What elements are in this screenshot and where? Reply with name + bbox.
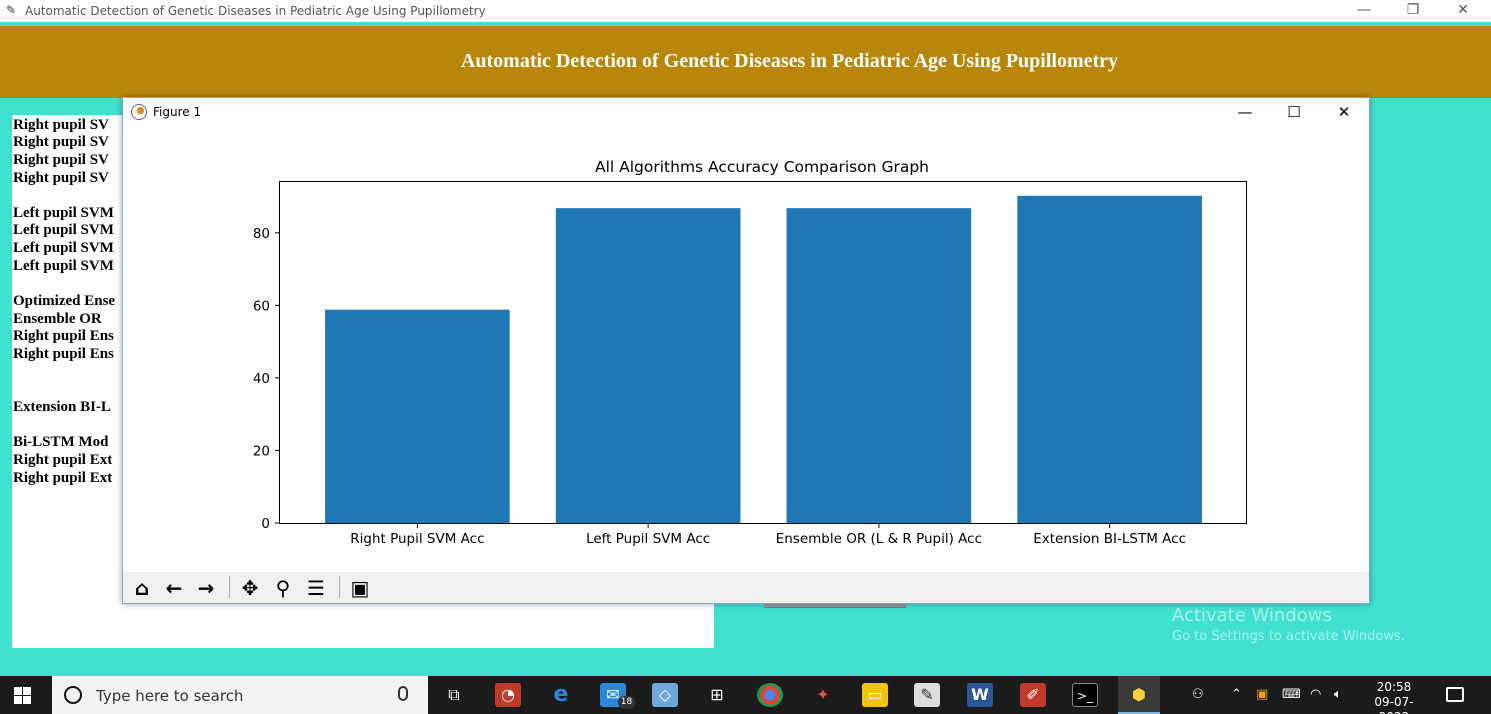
x-tick-label: Extension BI-LSTM Acc (1033, 531, 1186, 547)
figure-title: Figure 1 (153, 105, 202, 119)
search-icon (64, 686, 82, 704)
paint-icon[interactable]: ✐ (1020, 683, 1046, 707)
feather-icon: ✎ (6, 3, 17, 17)
x-tick-label: Left Pupil SVM Acc (586, 531, 710, 547)
output-line: Extension BI-L (13, 399, 111, 415)
search-placeholder: Type here to search (96, 687, 244, 705)
output-line: Optimized Ense (13, 293, 116, 309)
bar (786, 208, 972, 523)
output-line: Right pupil Ens (13, 328, 114, 344)
output-line: Ensemble OR (13, 311, 102, 327)
output-line: Left pupil SVM (13, 240, 114, 256)
microphone-icon[interactable] (398, 686, 408, 701)
tray-app-icon[interactable]: ▣ (1256, 687, 1269, 702)
app-icon[interactable]: ✦ (816, 685, 830, 704)
word-icon[interactable]: W (967, 683, 993, 707)
command-prompt-icon[interactable]: >_ (1072, 683, 1098, 707)
bar (1017, 195, 1202, 523)
figure-toolbar: ⌂ ← → ✥ ⚲ ☰ ▣ (123, 572, 1369, 603)
output-line: Right pupil Ext (13, 452, 113, 468)
chart-title: All Algorithms Accuracy Comparison Graph (595, 158, 929, 176)
close-button[interactable]: ✕ (1457, 2, 1469, 18)
file-explorer-icon[interactable]: ▭ (862, 683, 888, 707)
clock[interactable]: 20:58 09-07-2022 (1362, 680, 1426, 714)
watermark-subtitle: Go to Settings to activate Windows. (1172, 629, 1405, 644)
input-method-icon[interactable]: ⌨ (1282, 687, 1301, 702)
watermark-title: Activate Windows (1172, 605, 1332, 626)
bar (325, 309, 510, 523)
figure-close-button[interactable]: ✕ (1337, 103, 1351, 121)
y-tick-label: 60 (253, 298, 270, 314)
y-tick-label: 80 (253, 226, 270, 242)
plot-frame (279, 181, 1247, 524)
y-tick-label: 20 (253, 443, 270, 459)
notifications-icon[interactable] (1446, 687, 1464, 702)
y-tick-label: 40 (253, 371, 270, 387)
ccleaner-icon[interactable]: ◔ (495, 683, 521, 707)
edge-icon[interactable]: e (553, 682, 569, 707)
forward-icon[interactable]: → (197, 576, 215, 600)
figure-titlebar: Figure 1 — ☐ ✕ (123, 98, 1369, 126)
y-tick-label: 0 (261, 516, 270, 532)
clock-date: 09-07-2022 (1374, 695, 1414, 714)
bar (555, 208, 741, 523)
taskbar-active-python[interactable]: ⬢ (1118, 676, 1160, 714)
bar-chart: All Algorithms Accuracy Comparison Graph… (253, 158, 1247, 547)
store-icon[interactable]: ⊞ (710, 685, 724, 704)
home-icon[interactable]: ⌂ (134, 576, 150, 600)
figure-window: Figure 1 — ☐ ✕ All Algorithms Accuracy C… (122, 97, 1370, 604)
app-header: Automatic Detection of Genetic Diseases … (0, 26, 1491, 98)
output-line: Right pupil Ens (13, 346, 114, 362)
toolbar-separator (339, 576, 340, 598)
header-divider (0, 22, 1491, 26)
app-titlebar: ✎ Automatic Detection of Genetic Disease… (0, 0, 1491, 22)
toolbar-separator (229, 576, 230, 598)
output-line: Left pupil SVM (13, 205, 114, 221)
minimize-button[interactable]: — (1357, 2, 1371, 18)
output-line: Right pupil Ext (13, 470, 113, 486)
taskbar: Type here to search ⧉ ◔ e ✉ 18 ◇ ⊞ ✦ ▭ ✎… (0, 676, 1491, 714)
output-line: Right pupil SV (13, 134, 109, 150)
people-icon[interactable]: ⚇ (1192, 687, 1204, 702)
output-line: Left pupil SVM (13, 258, 114, 274)
back-icon[interactable]: ← (165, 576, 183, 600)
notes-icon[interactable]: ◇ (652, 683, 678, 707)
matplotlib-icon (131, 104, 147, 120)
clock-time: 20:58 (1376, 680, 1412, 694)
activate-windows-watermark: Activate Windows Go to Settings to activ… (1172, 605, 1405, 644)
configure-subplots-icon[interactable]: ☰ (307, 576, 325, 600)
output-line: Right pupil SV (13, 152, 109, 168)
zoom-icon[interactable]: ⚲ (275, 576, 291, 600)
restore-button[interactable]: ❐ (1406, 2, 1420, 18)
x-tick-label: Right Pupil SVM Acc (350, 531, 484, 547)
partially-hidden-button[interactable] (764, 602, 906, 608)
app-window-title: Automatic Detection of Genetic Diseases … (25, 4, 486, 18)
show-hidden-icons-chevron-icon[interactable]: ⌃ (1231, 687, 1242, 702)
task-view-icon[interactable]: ⧉ (448, 685, 460, 704)
output-line: Bi-LSTM Mod (13, 434, 109, 450)
python-idle-icon[interactable]: ✎ (914, 683, 940, 707)
volume-icon[interactable]: 🔈︎ (1334, 687, 1342, 702)
output-line: Right pupil SV (13, 117, 109, 133)
taskbar-search-box[interactable]: Type here to search (52, 676, 428, 714)
pan-icon[interactable]: ✥ (241, 576, 259, 600)
x-tick-label: Ensemble OR (L & R Pupil) Acc (776, 531, 982, 547)
mail-badge: 18 (618, 696, 635, 709)
windows-start-button[interactable] (0, 676, 48, 714)
output-line: Left pupil SVM (13, 222, 114, 238)
output-line: Right pupil SV (13, 170, 109, 186)
python-icon: ⬢ (1132, 685, 1146, 704)
wifi-icon[interactable]: ◠ (1310, 687, 1322, 702)
save-icon[interactable]: ▣ (350, 576, 370, 600)
app-heading: Automatic Detection of Genetic Diseases … (460, 50, 1119, 72)
chrome-icon[interactable] (757, 683, 783, 707)
figure-minimize-button[interactable]: — (1237, 103, 1253, 121)
figure-maximize-button[interactable]: ☐ (1287, 103, 1301, 121)
